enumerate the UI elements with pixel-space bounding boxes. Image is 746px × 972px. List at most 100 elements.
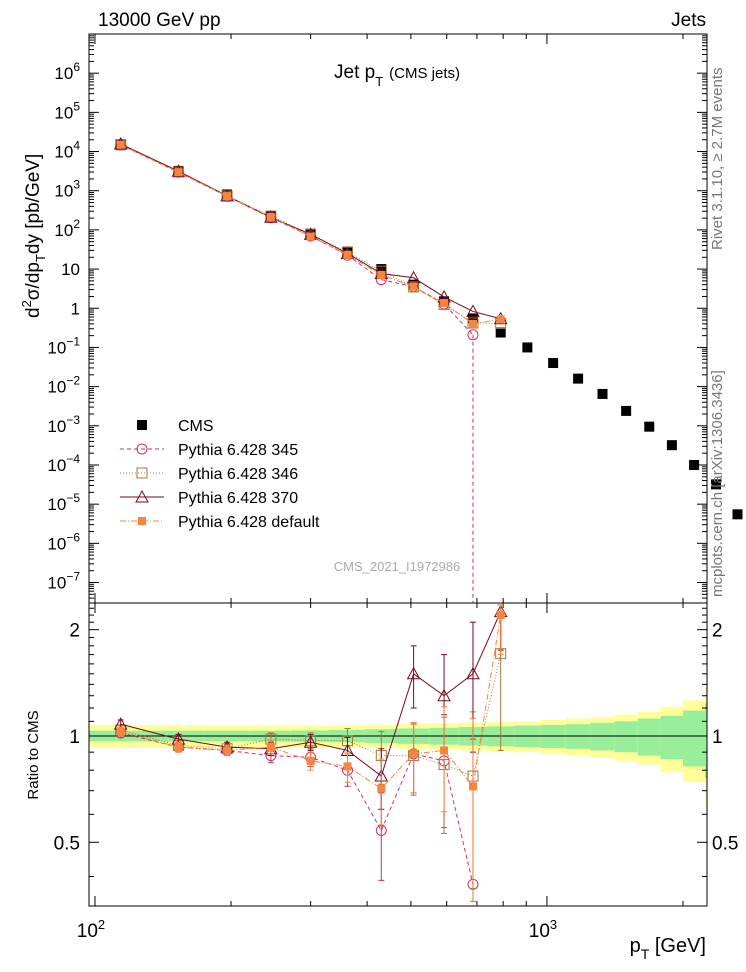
data-point xyxy=(306,232,315,241)
y-tick-label: 10−6 xyxy=(47,530,80,553)
ratio-point xyxy=(343,762,352,771)
legend-marker xyxy=(136,467,148,479)
ratio-point xyxy=(466,666,480,680)
data-point xyxy=(467,329,479,341)
legend-marker xyxy=(135,489,149,503)
header-right: Jets xyxy=(671,10,706,31)
data-point xyxy=(689,459,700,470)
header-left: 13000 GeV pp xyxy=(98,10,221,31)
ratio-point xyxy=(174,743,183,752)
legend-label: Pythia 6.428 default xyxy=(178,514,320,531)
axes-frames xyxy=(88,33,708,907)
y-tick-label: 104 xyxy=(54,139,80,162)
x-tick-label: 102 xyxy=(77,917,105,942)
inner-band-bin xyxy=(683,710,706,767)
data-point xyxy=(440,299,449,308)
legend-item: Pythia 6.428 346 xyxy=(120,466,298,483)
inner-band-bin xyxy=(705,702,707,779)
ratio-point xyxy=(223,746,232,755)
data-point xyxy=(343,250,352,259)
ratio-tick-label-right: 2 xyxy=(712,621,723,642)
chart-title: Jet pT (CMS jets) xyxy=(334,62,460,89)
series-line xyxy=(120,144,501,325)
legend-item: Pythia 6.428 370 xyxy=(120,489,298,507)
chart-title-main: Jet p xyxy=(334,62,375,83)
ratio-point xyxy=(116,727,125,736)
axis-ticks xyxy=(89,33,707,906)
side-label-bottom: mcplots.cern.ch [arXiv:1306.3436] xyxy=(709,370,726,597)
data-point xyxy=(732,509,743,520)
ratio-point xyxy=(409,749,418,758)
y-tick-label: 10−5 xyxy=(47,491,80,514)
data-point xyxy=(666,440,677,451)
data-point xyxy=(496,315,505,324)
legend-label: Pythia 6.428 370 xyxy=(178,490,298,507)
legend-marker xyxy=(136,443,148,455)
y-tick-label: 10−7 xyxy=(47,570,80,593)
ratio-tick-label-left: 0.5 xyxy=(54,833,80,854)
data-point xyxy=(174,168,183,177)
ratio-tick-label-right: 1 xyxy=(712,727,723,748)
y-axis-label-ratio: Ratio to CMS xyxy=(25,710,42,799)
legend-item: Pythia 6.428 345 xyxy=(120,442,298,459)
ratio-point xyxy=(306,756,315,765)
data-point xyxy=(468,319,477,328)
watermark: CMS_2021_I1972986 xyxy=(334,559,461,574)
y-tick-label: 10−1 xyxy=(47,334,80,357)
data-point xyxy=(408,281,420,293)
data-point xyxy=(116,140,125,149)
inner-band-bin xyxy=(590,722,615,751)
y-tick-label: 10−3 xyxy=(47,413,80,436)
data-point xyxy=(644,421,655,432)
y-tick-label: 105 xyxy=(54,99,80,122)
data-point xyxy=(115,139,127,151)
data-point xyxy=(548,358,559,369)
inner-band-bin xyxy=(637,718,661,756)
legend-marker xyxy=(138,517,146,525)
legend: CMS Pythia 6.428 345 Pythia 6.428 346 Pythi… xyxy=(120,418,320,531)
inner-band-bin xyxy=(660,715,684,760)
data-point xyxy=(172,166,184,178)
ratio-plot-frame xyxy=(88,602,708,907)
inner-band-bin xyxy=(614,721,638,753)
ratio-point xyxy=(377,784,386,793)
x-tick-label: 103 xyxy=(529,917,557,942)
data-series xyxy=(113,136,743,906)
data-point xyxy=(266,212,275,221)
legend-item: Pythia 6.428 default xyxy=(120,514,320,531)
ratio-point xyxy=(468,782,477,791)
data-point xyxy=(409,282,418,291)
ratio-point xyxy=(375,824,387,836)
legend-item: CMS xyxy=(137,418,214,435)
ratio-point xyxy=(440,746,449,755)
ratio-point xyxy=(437,688,451,702)
ratio-point xyxy=(406,666,421,680)
chart-title-note: (CMS jets) xyxy=(389,65,460,82)
y-tick-label: 102 xyxy=(54,217,80,240)
y-tick-label: 103 xyxy=(54,178,80,201)
y-tick-label: 106 xyxy=(54,60,80,83)
series-line xyxy=(120,144,501,324)
axis-labels: 10−7 10−6 10−5 10−4 10−3 10−2 10−1 1 10 102 103 104… xyxy=(47,60,738,942)
data-point xyxy=(621,405,632,416)
ratio-tick-label-left: 1 xyxy=(69,727,80,748)
ratio-tick-label-right: 0.5 xyxy=(712,833,738,854)
chart-title-sub: T xyxy=(375,74,383,89)
y-tick-label: 1 xyxy=(71,299,80,318)
legend-label: CMS xyxy=(178,418,214,435)
data-point xyxy=(597,388,608,399)
ratio-point xyxy=(496,611,505,620)
legend-marker xyxy=(137,420,147,430)
data-point xyxy=(710,479,721,490)
ratio-point xyxy=(266,743,275,752)
data-point xyxy=(466,304,480,317)
data-point xyxy=(573,373,584,384)
legend-label: Pythia 6.428 346 xyxy=(178,466,298,483)
y-axis-label-main: d2σ/dpTdy [pb/GeV] xyxy=(19,154,48,318)
ratio-tick-label-left: 2 xyxy=(69,621,80,642)
data-point xyxy=(495,327,506,338)
legend-label: Pythia 6.428 345 xyxy=(178,442,298,459)
data-point xyxy=(223,192,232,201)
x-axis-label: pT [GeV] xyxy=(630,935,706,962)
